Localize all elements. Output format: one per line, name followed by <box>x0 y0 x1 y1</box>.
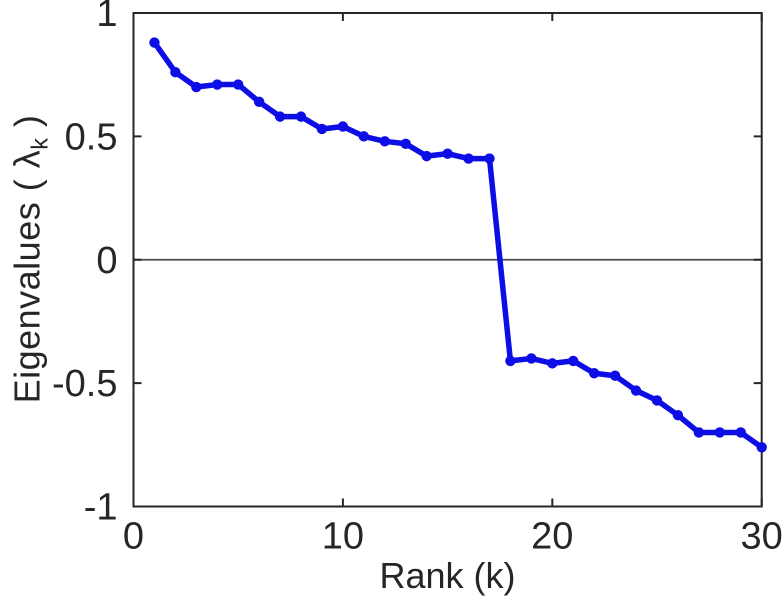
data-point-marker <box>316 123 328 135</box>
data-point-marker <box>358 131 370 142</box>
lambda-subscript: k <box>26 137 53 150</box>
data-point-marker <box>149 37 160 48</box>
y-axis-label-suffix: ) <box>6 114 48 138</box>
data-point-marker <box>609 370 621 381</box>
data-point-marker <box>191 81 202 93</box>
data-point-marker <box>588 368 600 379</box>
data-point-marker <box>630 385 642 396</box>
data-point-marker <box>526 353 537 364</box>
data-point-marker <box>253 96 265 108</box>
data-point-marker <box>337 121 349 132</box>
data-point-marker <box>547 358 558 369</box>
data-point-marker <box>484 153 495 164</box>
x-axis-label: Rank (k) <box>379 555 516 596</box>
data-point-marker <box>568 355 579 367</box>
data-point-marker <box>651 395 663 406</box>
data-point-marker <box>400 138 411 149</box>
data-point-marker <box>379 136 390 147</box>
data-point-marker <box>442 148 453 159</box>
data-point-marker <box>295 111 307 122</box>
data-point-marker <box>505 355 516 367</box>
data-point-marker <box>672 410 684 421</box>
y-tick-label: 0.5 <box>65 116 118 158</box>
data-point-marker <box>421 150 432 162</box>
y-axis-label: Eigenvalues ( λk ) <box>6 115 53 404</box>
data-point-marker <box>714 427 726 438</box>
x-tick-label: 0 <box>123 516 144 558</box>
x-tick-label: 20 <box>531 516 573 558</box>
y-tick-label: -0.5 <box>52 363 117 405</box>
y-tick-label: 0 <box>96 240 117 282</box>
x-tick-label: 10 <box>322 516 364 558</box>
data-point-marker <box>463 153 474 164</box>
lambda-symbol: λ <box>6 149 48 169</box>
x-tick-label: 30 <box>741 516 782 558</box>
eigenvalue-line <box>151 39 765 451</box>
data-point-marker <box>756 442 767 453</box>
data-point-marker <box>212 79 223 90</box>
y-axis-label-prefix: Eigenvalues ( <box>6 168 48 404</box>
data-point-marker <box>274 111 286 122</box>
y-tick-label: 1 <box>96 0 117 35</box>
data-point-marker <box>170 67 181 78</box>
data-point-marker <box>735 427 746 438</box>
data-point-marker <box>693 427 705 438</box>
data-point-marker <box>233 79 244 90</box>
y-tick-label: -1 <box>84 487 118 529</box>
